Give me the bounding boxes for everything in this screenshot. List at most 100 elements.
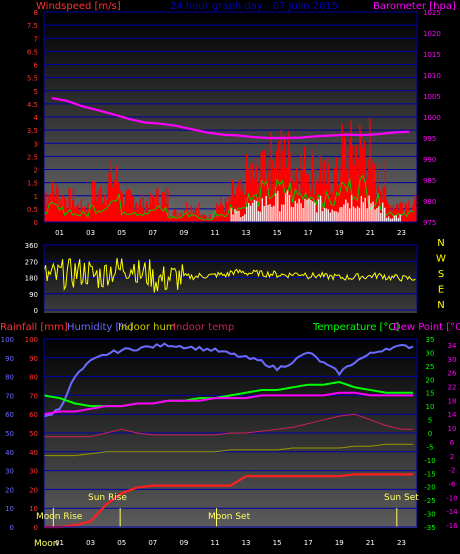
temp-y-tick: 5	[428, 417, 432, 425]
baro-y-tick: 990	[423, 156, 436, 164]
wind-bar	[302, 165, 304, 222]
wind-bar	[244, 206, 247, 222]
rain-y-tick: 10	[29, 505, 38, 513]
wind-bar	[240, 179, 242, 222]
wind-y-tick: 4.5	[27, 101, 38, 109]
calm-fill-bar	[296, 203, 298, 222]
wind-bar	[374, 182, 377, 222]
wind-bar	[403, 212, 405, 222]
wind-bar	[89, 209, 91, 222]
humidity-y-tick: 100	[1, 336, 14, 344]
wind-bar	[286, 167, 288, 222]
baro-y-tick: 995	[423, 135, 436, 143]
wind-bar	[303, 146, 306, 222]
wind-bar	[242, 183, 244, 222]
direction-y-tick: 270	[25, 258, 38, 266]
wind-x-tick: 11	[210, 229, 219, 237]
calm-fill-bar	[333, 211, 335, 222]
wind-bar	[123, 204, 126, 222]
wind-bar	[276, 151, 278, 222]
wind-bar	[122, 207, 125, 222]
wind-bar	[324, 157, 327, 222]
wind-bar	[94, 182, 96, 222]
dewpoint-y-tick: 34	[448, 342, 457, 350]
wind-bar	[149, 193, 151, 222]
wind-bar	[408, 200, 410, 222]
temp-y-tick: -5	[427, 443, 434, 451]
wind-x-tick: 19	[335, 229, 344, 237]
wind-bar	[373, 164, 375, 222]
compass-letter: N	[437, 300, 444, 311]
wind-bar	[95, 194, 97, 222]
wind-bar	[224, 197, 227, 222]
wind-bar	[132, 197, 135, 222]
calm-fill-bar	[316, 212, 318, 222]
wind-y-tick: 1.5	[27, 180, 38, 188]
wind-bar	[112, 182, 115, 222]
baro-y-tick: 1005	[423, 93, 441, 101]
wind-bar	[107, 183, 109, 222]
wind-bar	[86, 212, 88, 222]
wind-x-tick: 05	[117, 229, 126, 237]
wind-bar	[346, 169, 348, 222]
baro-y-tick: 975	[423, 219, 436, 227]
wind-bar	[360, 131, 362, 222]
calm-fill-bar	[288, 195, 291, 222]
calm-fill-bar	[240, 217, 242, 222]
wind-bar	[168, 215, 170, 222]
wind-bar	[110, 160, 112, 222]
wind-bar	[142, 194, 145, 222]
temp-y-tick: 35	[426, 336, 435, 344]
temp-y-tick: 10	[426, 403, 435, 411]
wind-bar	[262, 182, 264, 222]
baro-y-tick: 1015	[423, 51, 441, 59]
wind-bar	[140, 198, 142, 222]
calm-fill-bar	[302, 208, 304, 222]
wind-bar	[368, 158, 370, 222]
rain-y-tick: 80	[29, 374, 38, 382]
wind-bar	[125, 192, 127, 222]
calm-fill-bar	[380, 213, 382, 222]
wind-bar	[102, 201, 105, 222]
dewpoint-y-tick: 18	[448, 397, 457, 405]
wind-bar	[410, 211, 412, 222]
wind-y-tick: 7	[34, 35, 38, 43]
wind-bar	[55, 199, 57, 222]
sun-rise-label: Sun Rise	[88, 493, 127, 503]
wind-bar	[323, 160, 326, 222]
wind-bar	[400, 202, 402, 222]
calm-fill-bar	[253, 199, 256, 222]
dewpoint-y-tick: 14	[448, 411, 457, 419]
wind-bar	[171, 217, 173, 222]
wind-bar	[167, 188, 169, 222]
wind-bar	[212, 218, 214, 222]
wind-bar	[80, 199, 82, 222]
calm-fill-bar	[255, 200, 258, 222]
wind-bar	[412, 204, 414, 222]
baro-y-tick: 1020	[423, 30, 441, 38]
wind-bar	[300, 155, 302, 222]
wind-bar	[117, 182, 119, 222]
wind-bar	[78, 210, 80, 222]
wind-bar	[189, 214, 191, 222]
temp-y-tick: -20	[424, 484, 435, 492]
calm-fill-bar	[378, 206, 380, 222]
rain-y-tick: 70	[29, 392, 38, 400]
calm-fill-bar	[283, 204, 285, 222]
wind-bar	[336, 157, 338, 222]
calm-fill-bar	[257, 211, 260, 222]
wind-bar	[185, 210, 187, 222]
wind-bar	[289, 152, 291, 222]
compass-letter: S	[438, 269, 444, 280]
wind-bar	[68, 188, 70, 222]
calm-fill-bar	[277, 190, 279, 222]
calm-fill-bar	[391, 218, 394, 222]
wind-bar	[90, 205, 92, 222]
wind-bar	[70, 208, 72, 222]
wind-bar	[249, 181, 251, 222]
wind-bar	[115, 182, 117, 222]
wind-bar	[84, 206, 86, 222]
wind-bar	[159, 209, 161, 222]
calm-fill-bar	[234, 208, 236, 222]
wind-bar	[405, 203, 408, 222]
